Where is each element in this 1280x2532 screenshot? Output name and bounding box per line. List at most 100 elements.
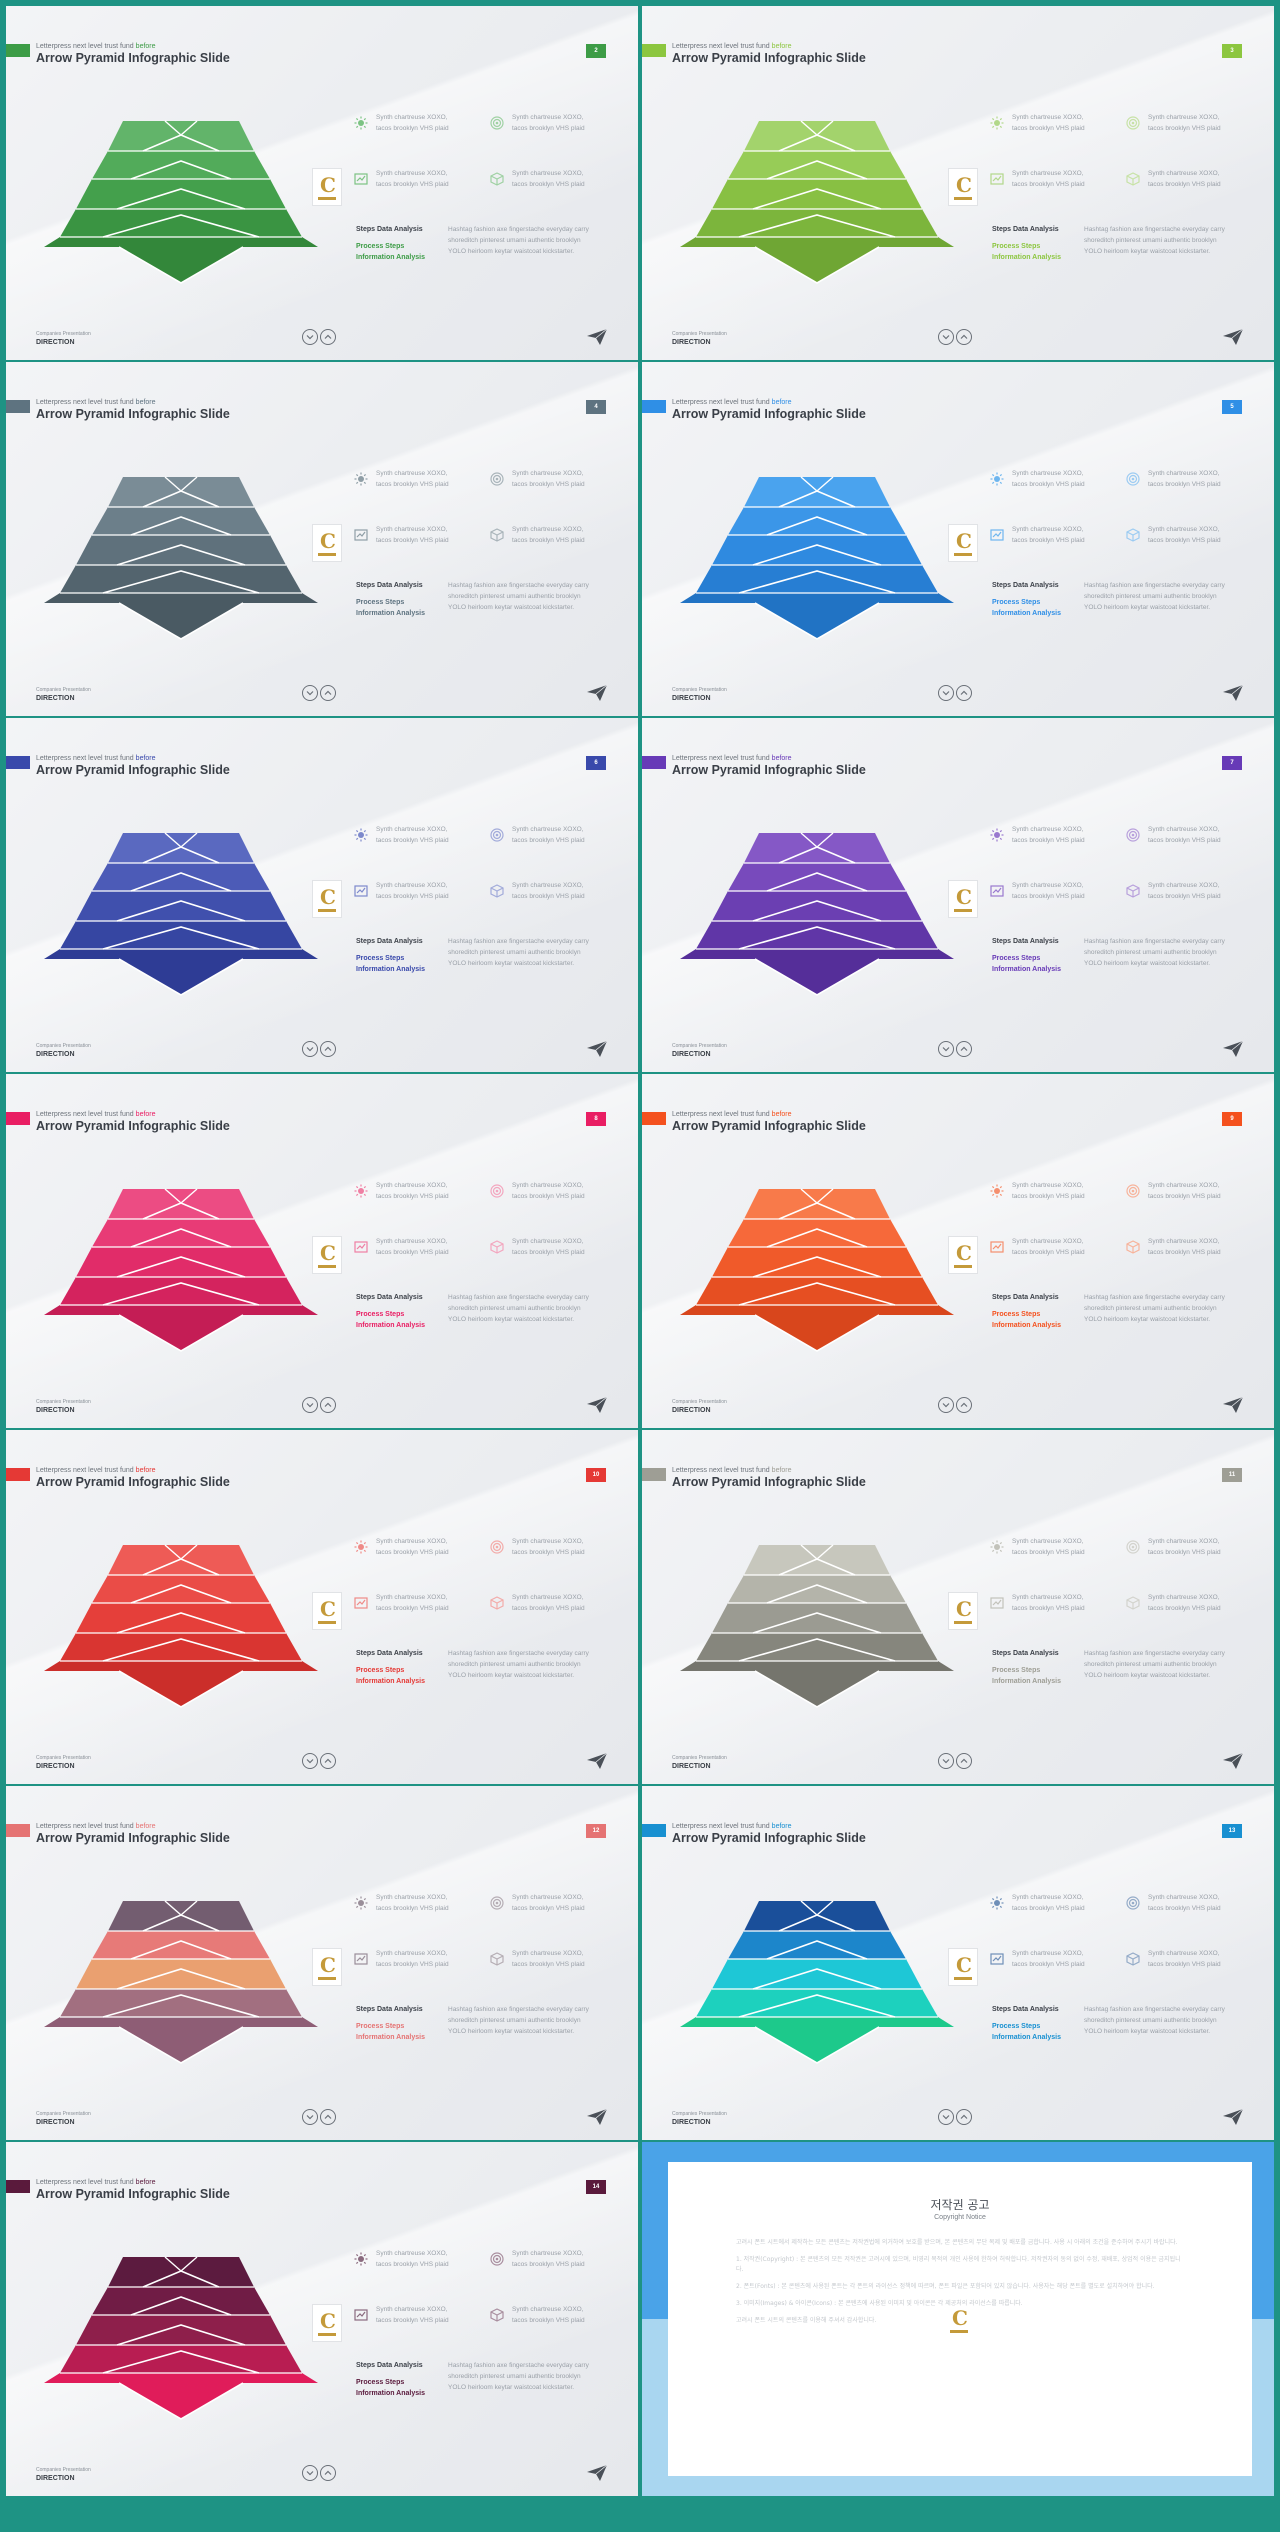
feature-item: Synth chartreuse XOXO, tacos brooklyn VH… xyxy=(490,1536,624,1576)
steps-block: Steps Data Analysis Process Steps Informat… xyxy=(992,936,1092,975)
nav-up-button[interactable] xyxy=(320,1397,336,1413)
nav-down-button[interactable] xyxy=(938,1753,954,1769)
logo-bar xyxy=(318,553,336,556)
nav-up-button[interactable] xyxy=(956,1041,972,1057)
slide-4[interactable]: Letterpress next level trust fund before A… xyxy=(6,362,638,716)
nav-down-button[interactable] xyxy=(938,2109,954,2125)
description-text: Hashtag fashion axe fingerstache everyda… xyxy=(1084,226,1225,255)
chart-icon xyxy=(354,1240,368,1254)
slide-6[interactable]: Letterpress next level trust fund before A… xyxy=(6,718,638,1072)
pyramid-container xyxy=(672,469,962,649)
pyramid-tier-5 xyxy=(44,949,318,995)
sun-icon xyxy=(990,116,1004,130)
cube-icon xyxy=(490,1596,504,1610)
nav-up-button[interactable] xyxy=(320,1041,336,1057)
nav-down-button[interactable] xyxy=(302,2109,318,2125)
slide-12[interactable]: Letterpress next level trust fund before A… xyxy=(6,1786,638,2140)
ridge-line-right xyxy=(180,1544,198,1560)
footer-direction: DIRECTION xyxy=(672,2119,711,2126)
notice-paragraph: 1. 저작권(Copyright) : 본 콘텐츠의 모든 저작권은 고려시에 … xyxy=(736,2256,1181,2273)
cube-icon xyxy=(490,884,504,898)
nav-down-button[interactable] xyxy=(302,1041,318,1057)
nav-up-button[interactable] xyxy=(320,329,336,345)
slide-13[interactable]: Letterpress next level trust fund before A… xyxy=(642,1786,1274,2140)
slide-2[interactable]: Letterpress next level trust fund before A… xyxy=(6,6,638,360)
nav-down-button[interactable] xyxy=(938,1397,954,1413)
ridge-line-right xyxy=(816,832,834,848)
slide-3[interactable]: Letterpress next level trust fund before A… xyxy=(642,6,1274,360)
ridge-line-right xyxy=(816,1188,834,1204)
pyramid-tier-4 xyxy=(60,2345,302,2373)
nav-down-button[interactable] xyxy=(302,2465,318,2481)
ridge-line-left xyxy=(800,832,818,848)
ridge-line-right xyxy=(180,476,198,492)
nav-down-button[interactable] xyxy=(938,685,954,701)
feature-item: Synth chartreuse XOXO, tacos brooklyn VH… xyxy=(990,1948,1124,1988)
footer-direction: DIRECTION xyxy=(672,339,711,346)
notice-paragraph: 3. 이미지(Images) & 아이콘(Icons) : 본 콘텐츠에 사용된… xyxy=(736,2300,1023,2307)
logo-letter: C xyxy=(956,529,972,553)
slide-7[interactable]: Letterpress next level trust fund before A… xyxy=(642,718,1274,1072)
ridge-line-right xyxy=(180,120,198,136)
nav-down-button[interactable] xyxy=(302,329,318,345)
pyramid-tier-5 xyxy=(680,593,954,639)
description-text: Hashtag fashion axe fingerstache everyda… xyxy=(448,582,589,611)
nav-up-button[interactable] xyxy=(320,2465,336,2481)
pyramid-container xyxy=(672,1181,962,1361)
pyramid-tier-2 xyxy=(92,151,270,179)
arrow-pyramid-graphic xyxy=(44,2256,318,2420)
nav-down-button[interactable] xyxy=(302,1397,318,1413)
information-analysis-label: Information Analysis xyxy=(356,610,425,617)
accent-bar xyxy=(6,1112,30,1125)
logo-bar xyxy=(318,1621,336,1624)
feature-list: Synth chartreuse XOXO, tacos brooklyn VH… xyxy=(990,1536,1260,1656)
feature-item: Synth chartreuse XOXO, tacos brooklyn VH… xyxy=(490,2304,624,2344)
slide-subtitle: Letterpress next level trust fund before xyxy=(36,1467,156,1474)
nav-down-button[interactable] xyxy=(302,685,318,701)
nav-up-button[interactable] xyxy=(956,1397,972,1413)
feature-item: Synth chartreuse XOXO, tacos brooklyn VH… xyxy=(1126,1236,1260,1276)
nav-down-button[interactable] xyxy=(938,1041,954,1057)
slide-5[interactable]: Letterpress next level trust fund before A… xyxy=(642,362,1274,716)
nav-up-button[interactable] xyxy=(320,1753,336,1769)
nav-up-button[interactable] xyxy=(956,685,972,701)
nav-up-button[interactable] xyxy=(956,329,972,345)
page-number-badge: 10 xyxy=(586,1468,606,1482)
nav-down-button[interactable] xyxy=(938,329,954,345)
chevron-down-icon xyxy=(306,691,314,696)
slide-9[interactable]: Letterpress next level trust fund before A… xyxy=(642,1074,1274,1428)
nav-up-button[interactable] xyxy=(956,2109,972,2125)
target-icon xyxy=(1126,828,1140,842)
pyramid-container xyxy=(672,1537,962,1717)
brand-logo: C xyxy=(312,524,342,562)
slide-14[interactable]: Letterpress next level trust fund before A… xyxy=(6,2142,638,2496)
footer-direction: DIRECTION xyxy=(36,695,75,702)
steps-block: Steps Data Analysis Process Steps Informat… xyxy=(356,936,456,975)
nav-up-button[interactable] xyxy=(320,685,336,701)
accent-bar xyxy=(642,1824,666,1837)
copyright-notice-slide[interactable]: 저작권 공고 Copyright Notice 고려시 폰트 시트에서 제작하는 모… xyxy=(642,2142,1274,2496)
nav-down-button[interactable] xyxy=(302,1753,318,1769)
subtitle-text: Letterpress next level trust fund xyxy=(672,1823,770,1830)
feature-text: Synth chartreuse XOXO, tacos brooklyn VH… xyxy=(1012,826,1085,844)
feature-text: Synth chartreuse XOXO, tacos brooklyn VH… xyxy=(376,526,449,544)
slide-11[interactable]: Letterpress next level trust fund before A… xyxy=(642,1430,1274,1784)
logo-bar xyxy=(954,1621,972,1624)
slide-subtitle: Letterpress next level trust fund before xyxy=(36,1111,156,1118)
cube-icon xyxy=(1126,528,1140,542)
nav-up-button[interactable] xyxy=(956,1753,972,1769)
chevron-line-4 xyxy=(738,1282,896,1306)
pyramid-tier-3 xyxy=(712,1603,922,1633)
chevron-up-icon xyxy=(960,690,968,695)
slide-title: Arrow Pyramid Infographic Slide xyxy=(672,407,866,421)
chevron-line-4 xyxy=(102,1282,260,1306)
accent-bar xyxy=(6,1468,30,1481)
feature-text: Synth chartreuse XOXO, tacos brooklyn VH… xyxy=(512,2306,585,2324)
slide-10[interactable]: Letterpress next level trust fund before A… xyxy=(6,1430,638,1784)
steps-block: Steps Data Analysis Process Steps Informat… xyxy=(992,224,1092,263)
chevron-line-5 xyxy=(754,246,880,284)
chevron-line-5 xyxy=(118,1670,244,1708)
slide-8[interactable]: Letterpress next level trust fund before A… xyxy=(6,1074,638,1428)
nav-up-button[interactable] xyxy=(320,2109,336,2125)
chevron-line-3 xyxy=(752,1256,882,1278)
